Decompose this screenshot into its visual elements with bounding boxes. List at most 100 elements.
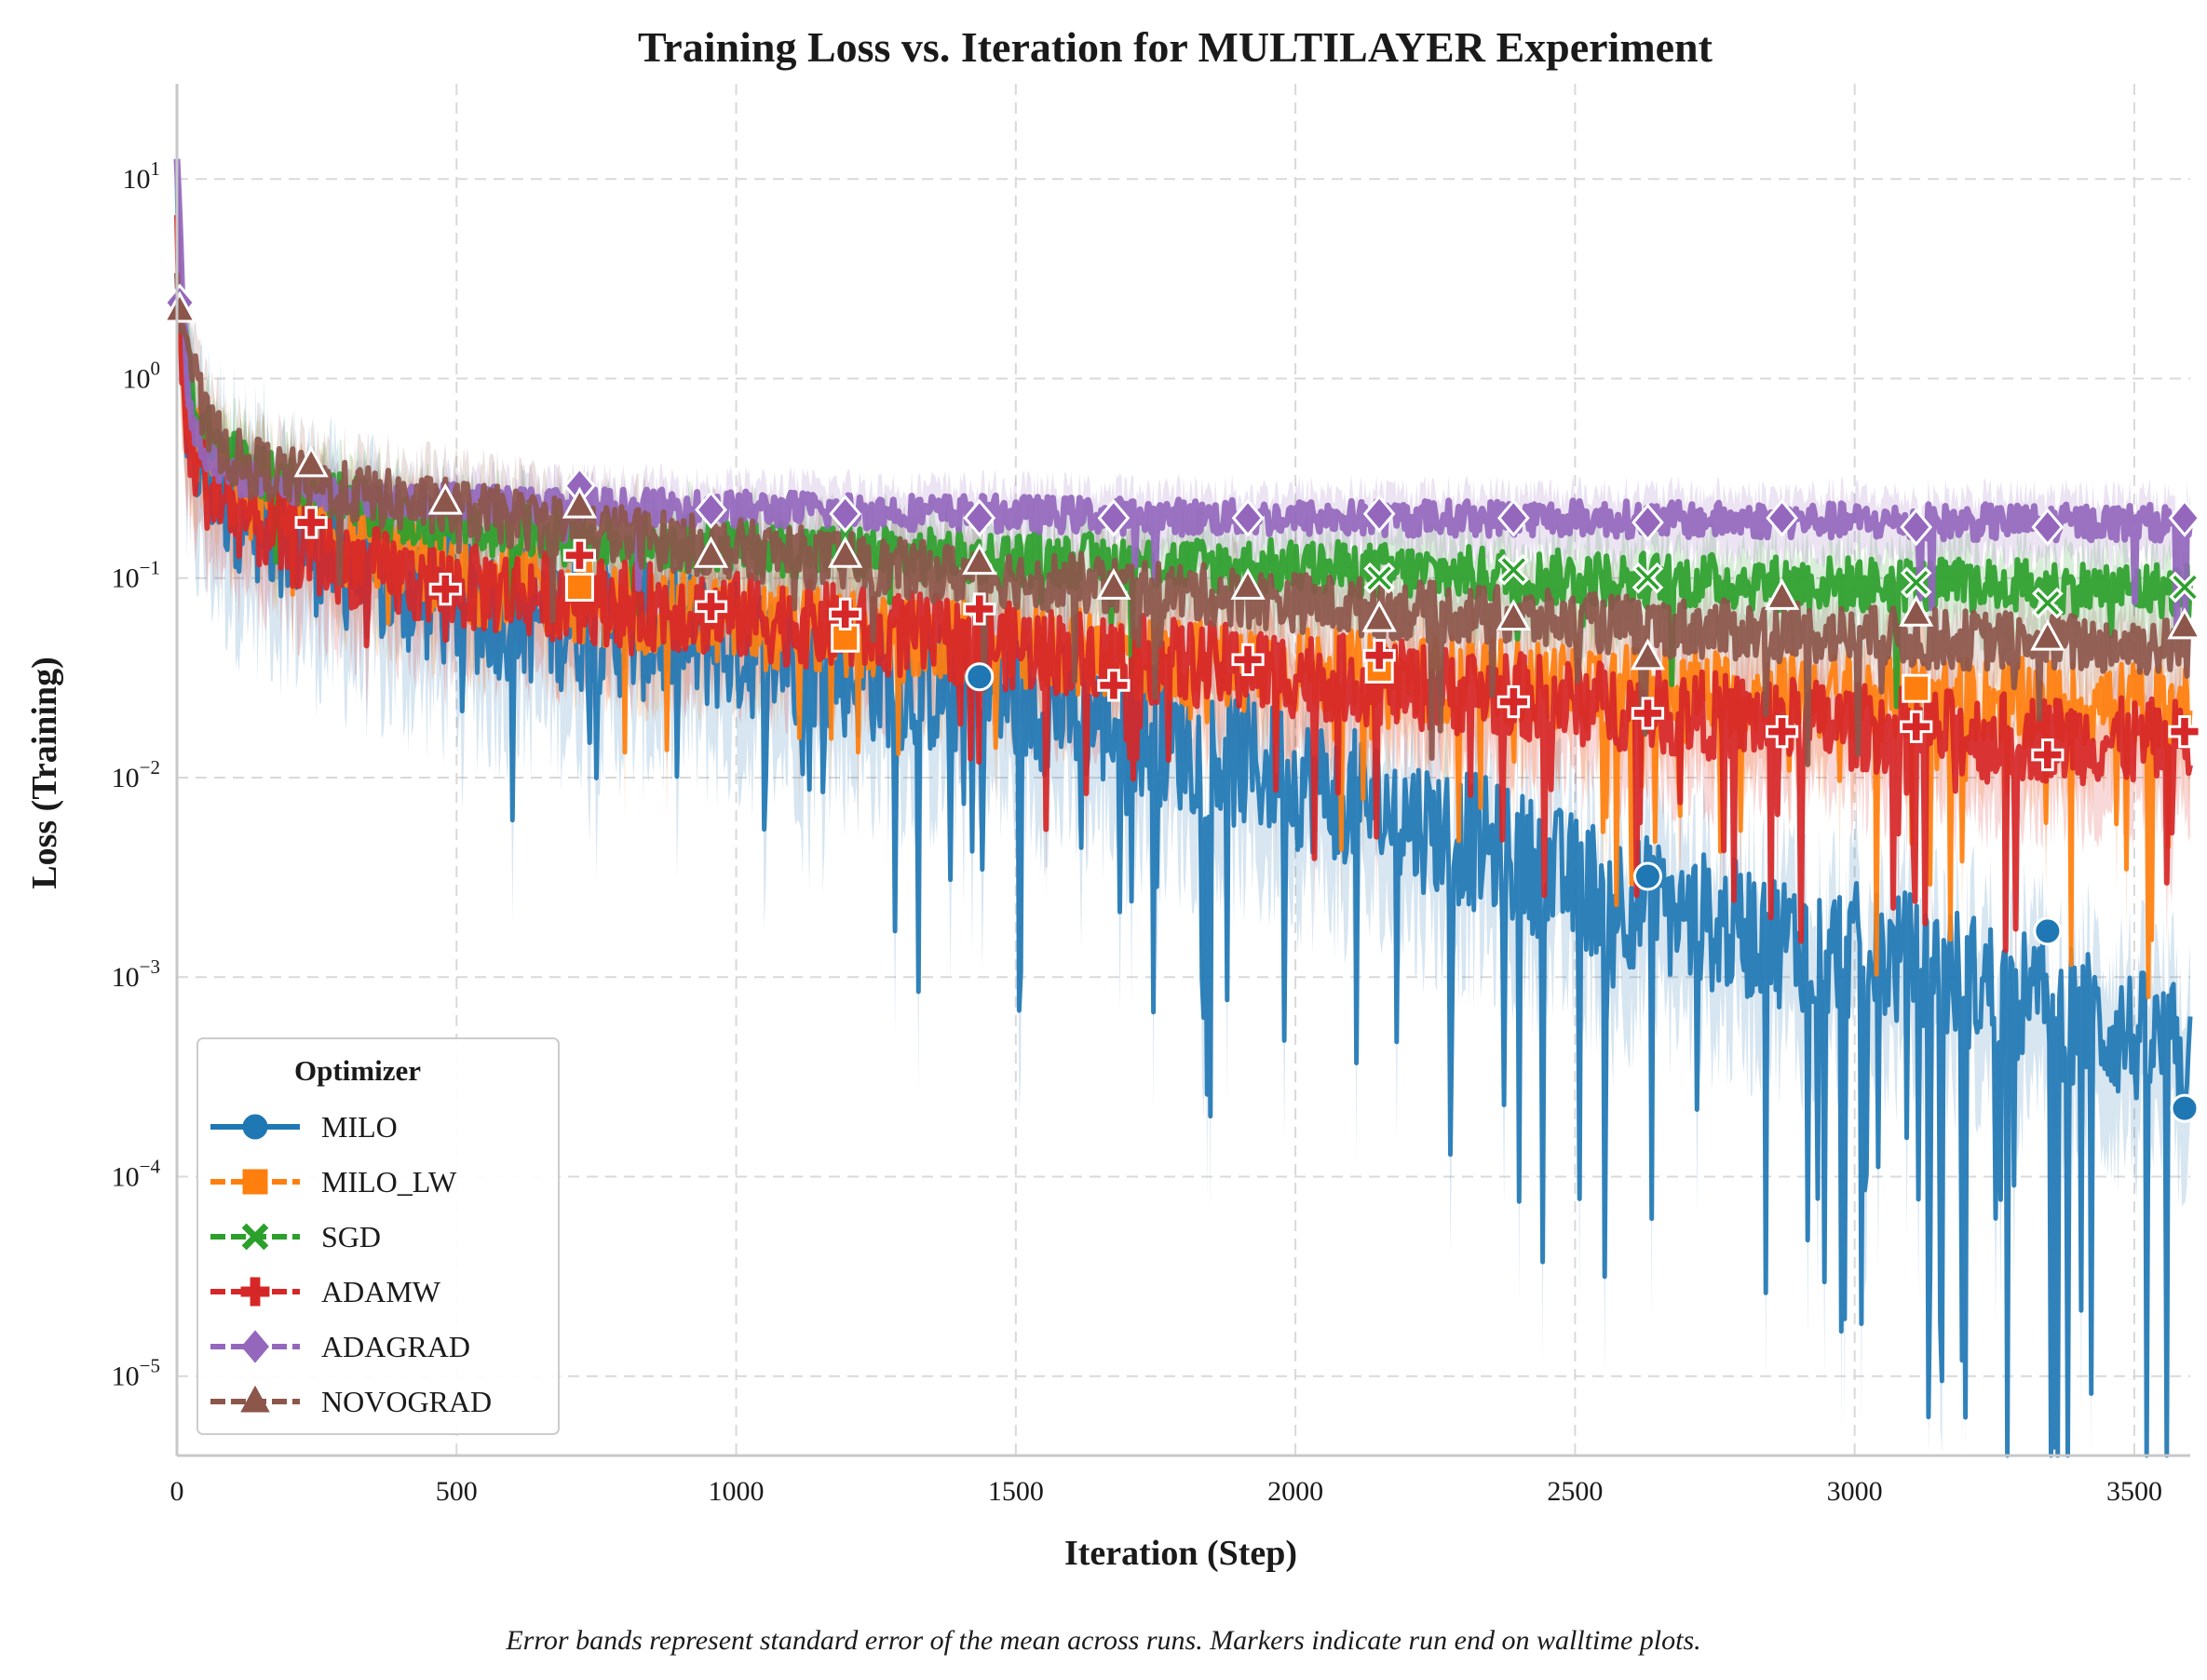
series-marker (1496, 599, 1531, 631)
legend-entry: MILO_LW (210, 1165, 457, 1199)
series-marker (2030, 618, 2065, 651)
series-marker (2033, 916, 2063, 946)
series-marker (1496, 684, 1530, 719)
legend-label: MILO_LW (321, 1165, 457, 1199)
series-marker (294, 506, 328, 539)
x-axis-label: Iteration (Step) (1064, 1534, 1297, 1573)
series-marker (1900, 710, 1933, 743)
series-marker (2167, 607, 2202, 640)
legend-marker (242, 1169, 268, 1195)
series-marker (1497, 554, 1530, 586)
series-marker (162, 291, 197, 323)
series-marker (2031, 508, 2065, 547)
series-marker (695, 490, 727, 529)
series-marker (428, 573, 462, 606)
y-tick-label: 101 (123, 157, 161, 195)
legend-label: ADAMW (321, 1275, 441, 1308)
x-tick-label: 2500 (1547, 1476, 1603, 1507)
series-marker (427, 482, 463, 515)
series-marker (562, 486, 598, 519)
series-line (174, 273, 2193, 767)
legend-entry: ADAMW (210, 1275, 441, 1308)
legend-entry: ADAGRAD (210, 1330, 470, 1363)
chart-caption: Error bands represent standard error of … (505, 1625, 1700, 1656)
x-tick-label: 3500 (2106, 1476, 2162, 1507)
legend-entries: MILO MILO_LW SGD ADAMW ADAGRAD NOVOGRAD (210, 1110, 492, 1418)
legend-title: Optimizer (294, 1054, 421, 1087)
series-marker (1764, 577, 1800, 610)
series-marker (1630, 638, 1666, 671)
series-marker (1632, 503, 1664, 542)
x-tick-label: 0 (170, 1476, 184, 1507)
series-line (174, 176, 2193, 1458)
y-ticks: 101 100 10−1 10−2 10−3 10−4 10−5 (112, 157, 161, 1392)
x-tick-label: 1000 (709, 1476, 765, 1507)
series-marker (2170, 1093, 2200, 1123)
legend-marker (242, 1114, 268, 1140)
series-marker (2168, 498, 2201, 537)
series-marker (693, 535, 729, 568)
series-marker (963, 592, 996, 626)
series-marker (1900, 566, 1932, 599)
series-marker (1902, 673, 1931, 703)
series-marker (963, 498, 996, 537)
series-marker (1632, 861, 1662, 891)
series-marker (2169, 571, 2200, 603)
legend: Optimizer MILO MILO_LW SGD ADAMW ADAGRAD NOVO… (196, 1037, 560, 1435)
series-lines (173, 158, 2194, 1458)
series-marker (2168, 715, 2201, 749)
chart-title: Training Loss vs. Iteration for MULTILAY… (638, 23, 1713, 71)
series-marker (694, 589, 728, 623)
series-marker (1363, 562, 1396, 594)
series-marker (1900, 508, 1933, 547)
x-tick-label: 500 (436, 1476, 478, 1507)
series-marker (562, 538, 596, 572)
x-tick-label: 2000 (1267, 1476, 1323, 1507)
series-marker (828, 535, 863, 568)
y-tick-label: 10−3 (112, 955, 160, 993)
series-marker (1496, 498, 1530, 537)
legend-marker (240, 1277, 270, 1307)
legend-marker (240, 1385, 270, 1413)
legend-box (196, 1037, 560, 1435)
series-marker (1765, 715, 1799, 749)
series-marker (829, 495, 862, 534)
series-marker (1361, 600, 1397, 632)
legend-marker (241, 1223, 269, 1251)
series-marker (1231, 498, 1265, 537)
y-tick-label: 100 (123, 357, 161, 394)
series-marker (2032, 587, 2064, 619)
legend-entry: MILO (210, 1110, 398, 1144)
x-ticks: 0 500 1000 1500 2000 2500 3000 3500 (170, 1476, 2162, 1507)
y-tick-label: 10−1 (112, 557, 160, 594)
legend-marker (241, 1330, 269, 1363)
series-marker (829, 597, 862, 630)
x-tick-label: 1500 (988, 1476, 1044, 1507)
legend-entry: NOVOGRAD (210, 1385, 492, 1418)
series-marker (1231, 643, 1265, 676)
series-marker (2031, 738, 2065, 772)
y-tick-label: 10−2 (112, 756, 160, 793)
series-marker (1362, 639, 1396, 672)
series-marker (293, 445, 329, 478)
series-marker (1097, 669, 1131, 702)
series-markers (162, 283, 2202, 1123)
y-tick-label: 10−4 (112, 1155, 161, 1192)
y-axis-label: Loss (Training) (25, 657, 64, 889)
legend-label: NOVOGRAD (321, 1385, 492, 1418)
legend-label: ADAGRAD (321, 1330, 470, 1363)
series-marker (564, 573, 594, 603)
series-marker (1766, 498, 1798, 537)
y-tick-label: 10−5 (112, 1355, 160, 1392)
series-marker (1362, 495, 1396, 534)
series-marker (1899, 594, 1934, 627)
series-marker (1096, 567, 1131, 600)
legend-entry: SGD (210, 1220, 381, 1253)
legend-label: SGD (321, 1220, 381, 1253)
x-tick-label: 3000 (1827, 1476, 1883, 1507)
series-marker (1097, 498, 1131, 537)
series-marker (1631, 697, 1665, 730)
legend-label: MILO (321, 1110, 398, 1144)
series-marker (962, 543, 997, 576)
